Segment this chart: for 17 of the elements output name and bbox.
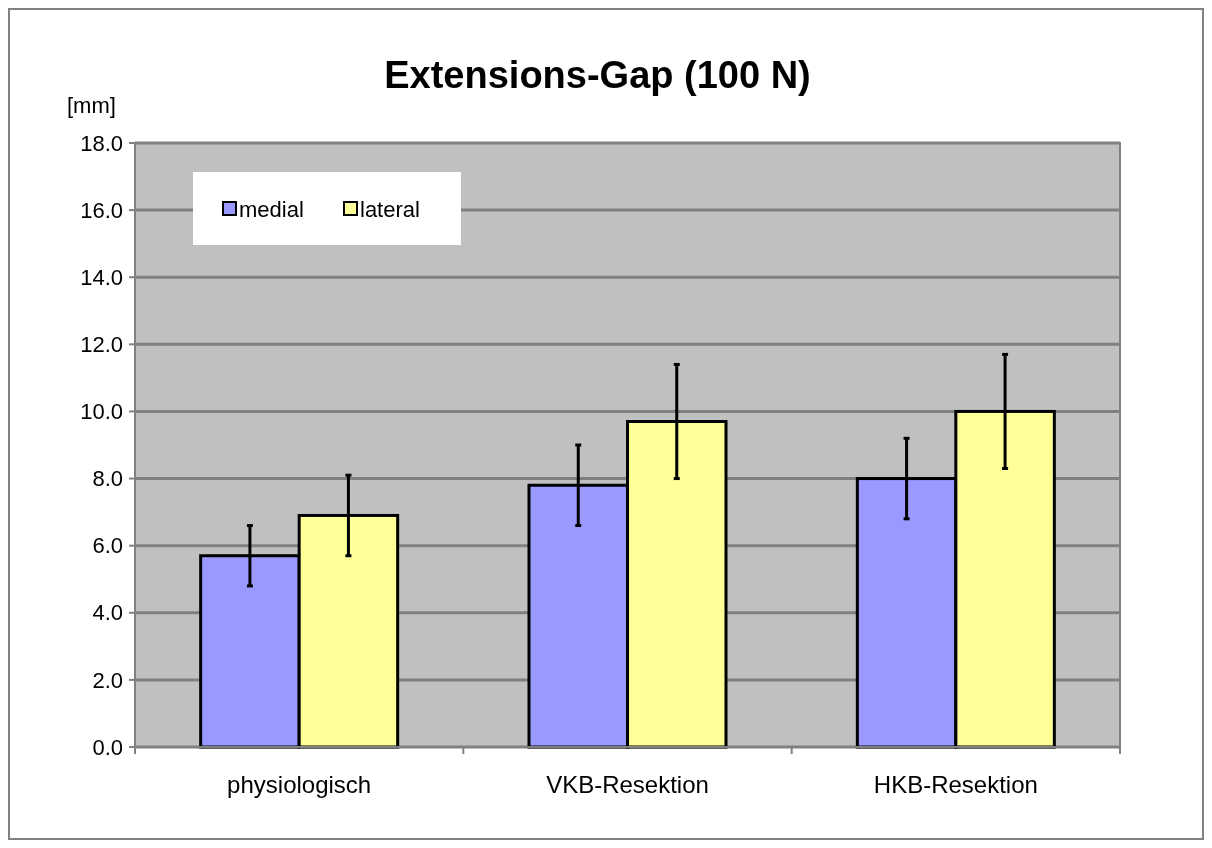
- y-tick-label: 0.0: [92, 734, 123, 760]
- y-tick-label: 4.0: [92, 600, 123, 626]
- x-tick-label: physiologisch: [227, 771, 372, 798]
- y-tick-label: 14.0: [80, 264, 123, 290]
- x-tick-label: HKB-Resektion: [873, 771, 1038, 798]
- y-tick-label: 12.0: [80, 332, 123, 358]
- y-tick-label: 10.0: [80, 399, 123, 425]
- y-tick-label: 18.0: [80, 130, 123, 156]
- y-tick-label: 2.0: [92, 667, 123, 693]
- y-tick-label: 8.0: [92, 466, 123, 492]
- y-axis-title: [mm]: [67, 93, 116, 118]
- x-tick-label: VKB-Resektion: [546, 771, 709, 798]
- legend-label: lateral: [360, 196, 420, 222]
- legend-label: medial: [239, 196, 304, 222]
- y-tick-label: 6.0: [92, 533, 123, 559]
- y-tick-label: 16.0: [80, 197, 123, 223]
- chart-title: Extensions-Gap (100 N): [384, 54, 811, 96]
